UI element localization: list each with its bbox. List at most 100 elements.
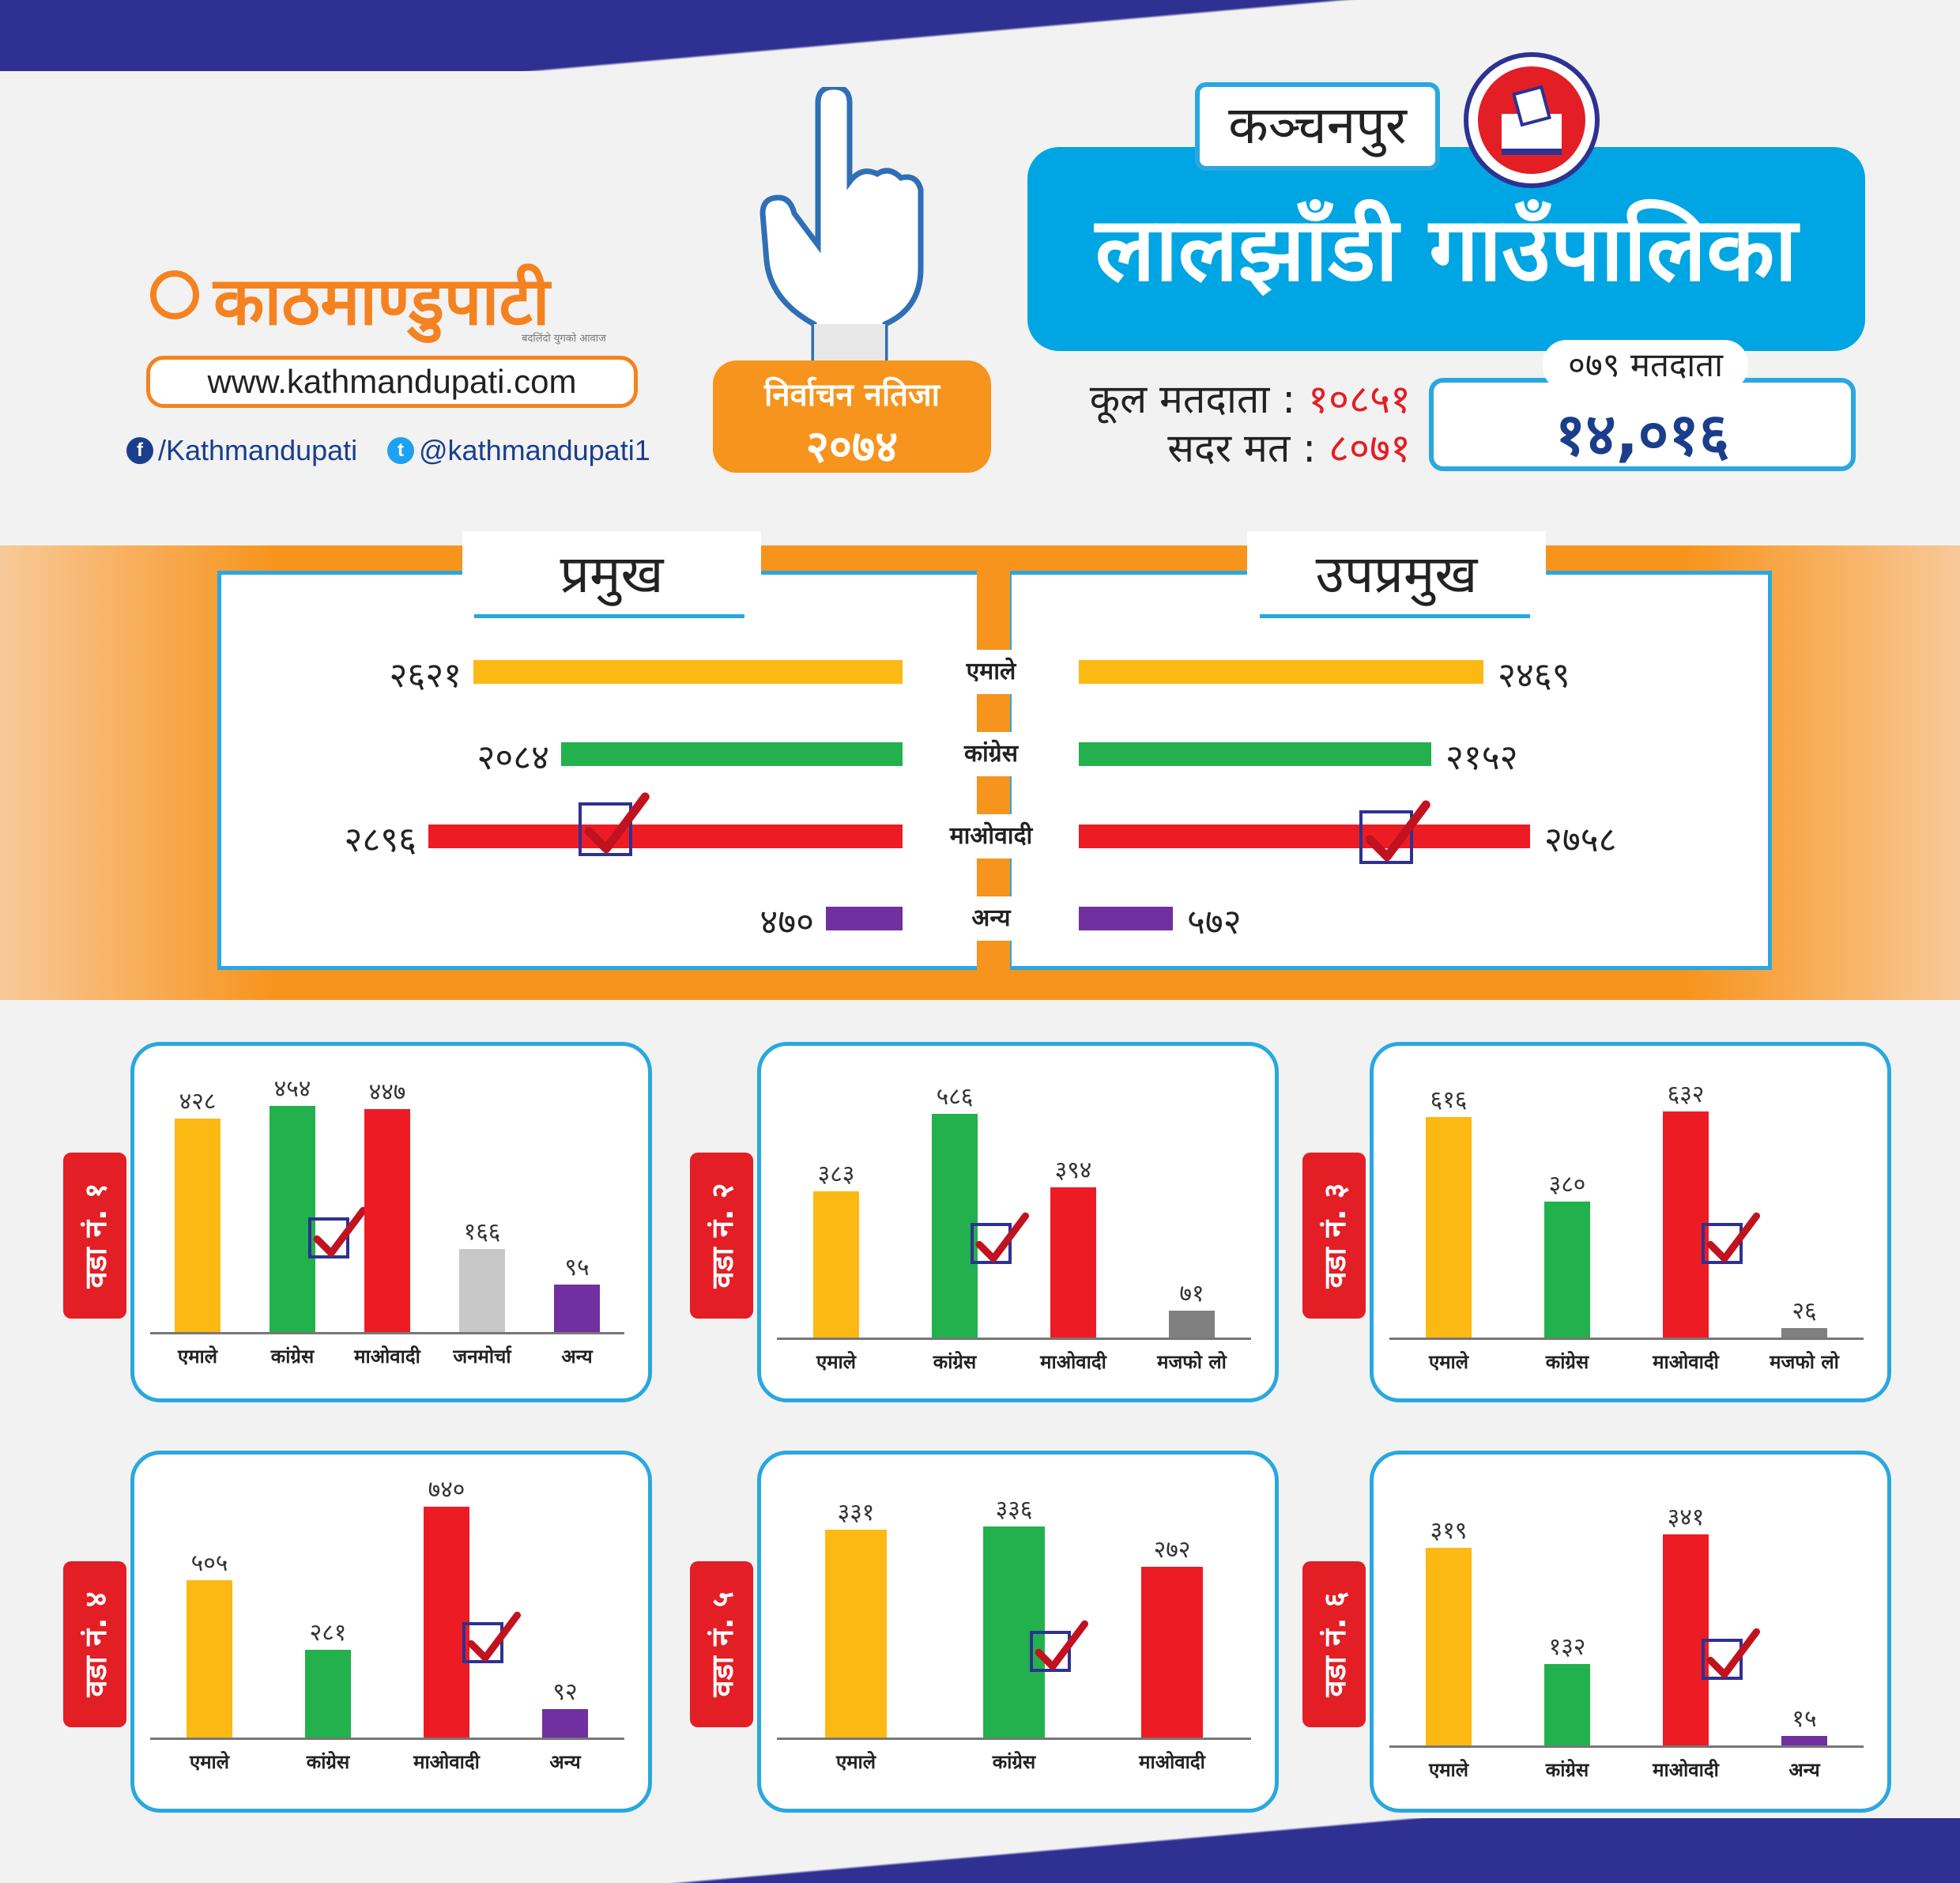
ward-bar-value: ३३१ [837, 1499, 875, 1526]
ward-bar-value: ६३२ [1667, 1081, 1705, 1108]
winner-check-icon [308, 1206, 367, 1258]
party-label: कांग्रेस [935, 732, 1047, 776]
total-voters-value: १०८५१ [1308, 376, 1411, 422]
ward-bar-value: ९२ [552, 1678, 578, 1706]
voters-079-box: १४,०१६ [1429, 378, 1856, 471]
ward-bar [424, 1507, 469, 1738]
ward-bar [1050, 1187, 1096, 1338]
pramukh-value: २८९६ [344, 820, 416, 860]
valid-votes-value: ८०७१ [1329, 425, 1411, 471]
party-label: एमाले [935, 650, 1047, 694]
ward-category-label: जनमोर्चा [453, 1345, 511, 1368]
twitter-icon: t [387, 437, 414, 464]
ward-category-label: एमाले [1428, 1351, 1469, 1373]
ward-bar-value: १६६ [463, 1218, 501, 1246]
ward-bar-value: ७४० [428, 1476, 466, 1504]
ward-bar-value: ५०५ [190, 1549, 228, 1577]
pramukh-bar [561, 742, 903, 766]
winner-check-icon [971, 1212, 1029, 1264]
ward-bar [1544, 1664, 1590, 1745]
ward-bar [270, 1106, 315, 1332]
ward-bar [542, 1709, 588, 1738]
ward-number: वडा नं. ४ [78, 1591, 113, 1697]
upapramukh-underline [1260, 614, 1530, 618]
ward-category-label: एमाले [1428, 1759, 1469, 1781]
ward-category-label: माओवादी [1139, 1751, 1205, 1773]
website-url[interactable]: www.kathmandupati.com [146, 356, 638, 408]
municipality-title: लालझाँडी गाउँपालिका [1027, 147, 1865, 351]
pramukh-underline [474, 614, 744, 618]
ward-bar [1426, 1548, 1472, 1745]
voters-079-label: ०७९ मतदाता [1543, 340, 1748, 391]
ward-category-label: एमाले [835, 1751, 876, 1773]
voters-079-value: १४,०१६ [1555, 401, 1730, 469]
pramukh-panel [217, 571, 982, 970]
valid-votes-label: सदर मत : [1167, 425, 1317, 471]
winner-check-icon [1702, 1212, 1760, 1264]
ward-bar [1781, 1736, 1827, 1745]
ward-bar-value: ३१९ [1430, 1517, 1468, 1545]
inked-finger-icon [760, 87, 924, 364]
vote-stats: कूल मतदाता : १०८५१ सदर मत : ८०७१ [1031, 375, 1411, 473]
ward-bar-value: ७१ [1179, 1280, 1204, 1308]
ward-bar [364, 1109, 410, 1332]
pramukh-title: प्रमुख [462, 531, 761, 618]
winner-check-icon [579, 792, 650, 856]
winner-check-icon [1702, 1628, 1760, 1680]
ward-category-label: कांग्रेस [270, 1345, 315, 1368]
pramukh-value: २०८४ [477, 738, 549, 778]
ward-category-label: अन्य [549, 1751, 581, 1773]
ward-number: वडा नं. ५ [705, 1591, 740, 1697]
ward-category-label: कांग्रेस [1545, 1759, 1589, 1781]
ward-bar [1426, 1117, 1472, 1338]
ward-bar-value: १५ [1792, 1705, 1817, 1733]
ward-axis [1389, 1745, 1864, 1748]
ward-bar-value: ५८६ [936, 1083, 974, 1111]
facebook-link[interactable]: f /Kathmandupati [126, 433, 357, 468]
ward-tab: वडा नं. ३ [1302, 1153, 1366, 1319]
election-result-badge: निर्वाचन नतिजा २०७४ [713, 360, 991, 473]
ward-bar [813, 1191, 859, 1338]
ward-category-label: अन्य [561, 1345, 593, 1368]
upapramukh-bar [1079, 825, 1530, 848]
ward-category-label: माओवादी [354, 1345, 420, 1368]
ward-category-label: एमाले [189, 1751, 230, 1773]
ward-tab: वडा नं. २ [690, 1153, 753, 1319]
badge-line2: २०७४ [805, 421, 899, 473]
pramukh-value: ४७० [760, 902, 814, 942]
ward-bar [1141, 1567, 1203, 1738]
pramukh-bar [826, 907, 903, 930]
ward-bar-value: ४५४ [273, 1075, 311, 1103]
upapramukh-value: २७५८ [1544, 820, 1617, 860]
upapramukh-title: उपप्रमुख [1247, 531, 1546, 618]
badge-line1: निर्वाचन नतिजा [763, 377, 940, 413]
twitter-link[interactable]: t @kathmandupati1 [387, 433, 650, 468]
pramukh-bar [473, 660, 903, 684]
ward-category-label: माओवादी [413, 1751, 480, 1773]
ward-category-label: माओवादी [1653, 1759, 1719, 1781]
ward-category-label: माओवादी [1653, 1351, 1719, 1373]
ward-category-label: कांग्रेस [1545, 1351, 1589, 1373]
ward-category-label: कांग्रेस [992, 1751, 1036, 1773]
ward-bar-value: ३४१ [1667, 1504, 1705, 1531]
upapramukh-value: २४६९ [1498, 655, 1570, 696]
twitter-handle: @kathmandupati1 [419, 434, 650, 466]
ward-bar [932, 1114, 978, 1338]
facebook-handle: /Kathmandupati [158, 434, 358, 466]
winner-check-icon [462, 1611, 521, 1663]
ward-number: वडा नं. १ [78, 1183, 113, 1289]
district-name: कञ्चनपुर [1195, 82, 1440, 171]
ward-tab: वडा नं. ४ [63, 1561, 126, 1727]
ward-bar-value: २८१ [309, 1619, 347, 1647]
ward-category-label: कांग्रेस [306, 1751, 350, 1773]
ward-category-label: मजफो लो [1770, 1351, 1839, 1373]
ballot-box-icon [1464, 52, 1600, 188]
ward-tab: वडा नं. ५ [690, 1561, 753, 1727]
pramukh-value: २६२१ [389, 655, 462, 696]
winner-check-icon [1030, 1620, 1088, 1672]
facebook-icon: f [126, 437, 153, 464]
ward-tab: वडा नं. ६ [1302, 1561, 1366, 1727]
ward-bar-value: २६ [1792, 1297, 1817, 1325]
ward-axis [777, 1738, 1251, 1740]
ward-bar [1781, 1328, 1827, 1338]
